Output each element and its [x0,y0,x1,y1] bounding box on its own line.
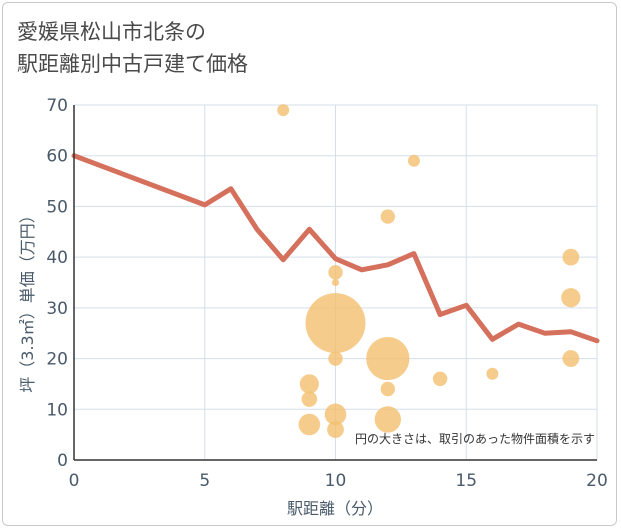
y-tick-labels: 0 10 20 30 40 50 60 70 [46,96,68,471]
scatter-point-15 [301,391,318,407]
y-tick-label-0: 0 [57,451,68,471]
scatter-point-1 [407,154,420,167]
chart-title-line-1: 愛媛県松山市北条の [17,20,206,44]
x-axis-label: 駅距離（分） [287,499,383,518]
scatter-point-4 [331,278,340,287]
y-tick-label-5: 50 [46,197,68,217]
scatter-point-5 [562,248,580,266]
x-tick-label-1: 5 [199,471,210,491]
scatter-point-0 [277,104,290,117]
scatter-point-9 [328,351,343,366]
y-tick-label-4: 40 [46,248,68,268]
average-price-series-line [71,153,600,344]
x-tick-label-4: 20 [586,471,608,491]
y-tick-label-3: 30 [46,299,68,319]
scatter-point-12 [562,350,580,367]
y-tick-label-2: 20 [46,350,68,370]
y-axis-label: 坪（3.3㎡）単価（万円） [18,207,37,392]
bubble-size-note: 円の大きさは、取引のあった物件面積を示す [355,431,595,446]
y-tick-label-6: 60 [46,147,68,167]
chart-frame [2,2,617,526]
y-tick-label-1: 10 [46,400,68,420]
scatter-point-10 [432,371,448,387]
scatter-point-6 [561,288,581,308]
chart-title-line-2: 駅距離別中古戸建て価格 [17,52,248,76]
axes [73,105,597,461]
x-tick-label-3: 15 [455,471,477,491]
scatter-point-13 [299,374,319,394]
scatter-point-18 [298,413,321,436]
average-price-line [71,153,600,344]
scatter-point-3 [328,265,343,280]
x-tick-labels: 0 5 10 15 20 [69,471,608,491]
x-tick-label-2: 10 [325,471,347,491]
scatter-point-8 [366,336,410,381]
scatter-point-11 [486,367,499,380]
scatter-point-14 [380,381,395,397]
chart-title: 愛媛県松山市北条の 駅距離別中古戸建て価格 [17,16,248,80]
scatter-point-2 [380,209,395,224]
scatter-point-16 [324,403,347,426]
x-tick-label-0: 0 [69,471,80,491]
scatter-point-19 [327,421,344,438]
scatter-bubbles [277,104,581,438]
scatter-point-7 [305,293,366,354]
scatter-point-17 [374,406,401,433]
y-tick-label-7: 70 [46,96,68,116]
